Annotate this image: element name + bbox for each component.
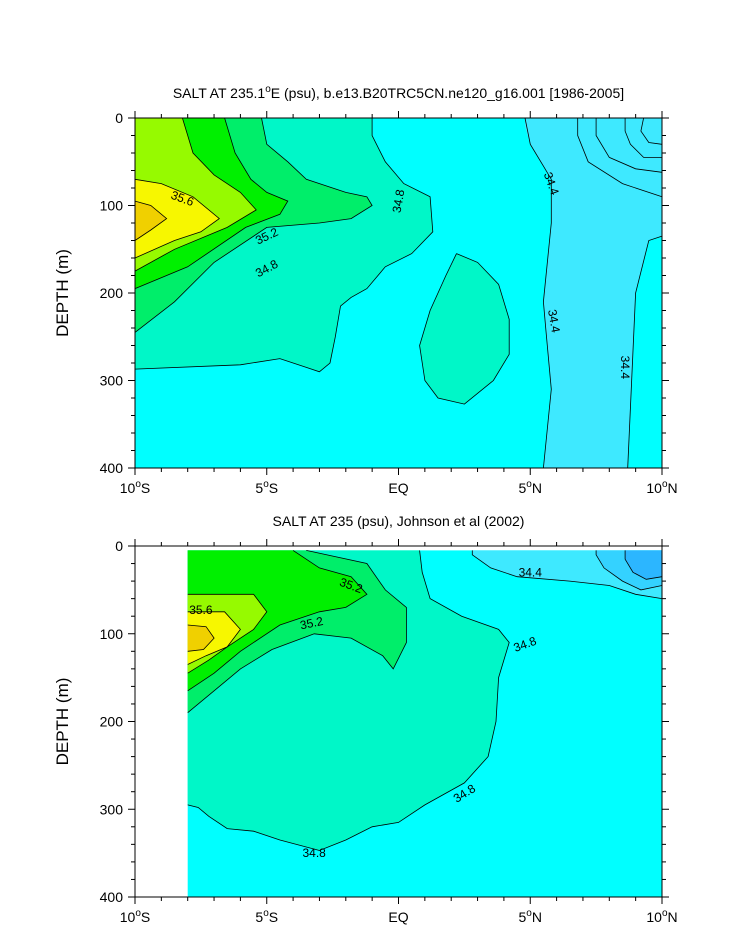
- contour-line-8: [187, 624, 215, 652]
- x-tick-label-3: 5oN: [519, 479, 542, 496]
- salinity-region-11: [135, 201, 167, 241]
- contour-line-2: [134, 117, 373, 333]
- contour-label-3: 34.4: [519, 565, 543, 579]
- contour-line-6: [187, 593, 268, 674]
- contour-line-8: [627, 235, 663, 469]
- contour-label-2: 35.2: [299, 614, 325, 633]
- x-tick-label-4: 10oN: [646, 908, 677, 925]
- contour-line-10: [595, 118, 663, 173]
- contour-line-1: [134, 117, 289, 289]
- y-axis-label: DEPTH (m): [53, 678, 72, 766]
- x-tick-label-2: EQ: [388, 480, 408, 496]
- x-tick-label-1: 5oS: [255, 479, 278, 496]
- contour-line-11: [624, 118, 662, 158]
- contour-line-12: [640, 117, 663, 145]
- contour-line-2: [624, 550, 663, 580]
- contour-line-4: [134, 178, 220, 259]
- salinity-region-2: [625, 550, 662, 580]
- contour-label-0: 35.6: [189, 603, 213, 617]
- contour-line-7: [524, 117, 552, 469]
- contour-line-5: [134, 200, 168, 241]
- contour-line-1: [595, 550, 663, 591]
- x-tick-label-1: 5oS: [255, 908, 278, 925]
- salinity-region-5: [187, 550, 367, 691]
- y-tick-label-4: 400: [100, 889, 124, 905]
- y-tick-label-3: 300: [100, 373, 124, 389]
- contour-line-9: [577, 118, 663, 198]
- contour-line-4: [187, 550, 407, 714]
- y-tick-label-0: 0: [115, 538, 123, 554]
- y-tick-label-1: 100: [100, 198, 124, 214]
- contour-line-0: [134, 117, 257, 272]
- contour-line-0: [471, 550, 663, 599]
- x-tick-label-2: EQ: [388, 909, 408, 925]
- y-tick-label-0: 0: [115, 110, 123, 126]
- salinity-region-6: [419, 253, 510, 405]
- x-tick-label-4: 10oN: [646, 479, 677, 496]
- y-tick-label-3: 300: [100, 801, 124, 817]
- contour-line-7: [187, 611, 241, 665]
- contour-label-6: 34.4: [618, 356, 632, 380]
- contour-label-6: 34.8: [303, 846, 327, 860]
- salinity-region-10: [135, 179, 220, 258]
- x-tick-label-3: 5oN: [519, 908, 542, 925]
- contour-line-3: [134, 118, 434, 373]
- contour-line-5: [187, 550, 368, 692]
- x-tick-label-0: 10oS: [120, 908, 150, 925]
- chart-title: SALT AT 235.1oE (psu), b.e13.B20TRC5CN.n…: [173, 84, 624, 101]
- salinity-region-4: [525, 118, 662, 468]
- chart-title: SALT AT 235 (psu), Johnson et al (2002): [273, 513, 525, 529]
- y-tick-label-4: 400: [100, 460, 124, 476]
- y-tick-label-2: 200: [100, 285, 124, 301]
- y-tick-label-2: 200: [100, 714, 124, 730]
- x-tick-label-0: 10oS: [120, 479, 150, 496]
- y-axis-label: DEPTH (m): [53, 249, 72, 337]
- contour-line-6: [419, 253, 510, 405]
- contour-label-5: 34.4: [545, 308, 563, 334]
- contour-line-3: [187, 550, 510, 851]
- y-tick-label-1: 100: [100, 626, 124, 642]
- contour-label-3: 34.8: [390, 188, 408, 214]
